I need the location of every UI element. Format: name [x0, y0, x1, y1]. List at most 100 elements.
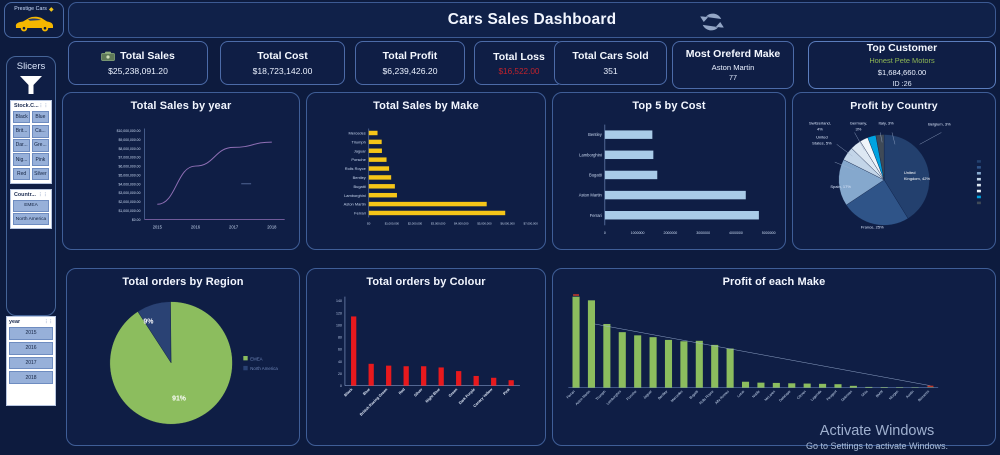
- kpi-most-ordered-make-count: 77: [729, 73, 737, 83]
- slicer-country[interactable]: Countr... ⋮⋮ EMEA North America: [10, 189, 52, 229]
- bar: [803, 383, 811, 388]
- kpi-total-profit[interactable]: Total Profit $6,239,426.20: [355, 41, 465, 85]
- pie-slice[interactable]: [875, 134, 885, 180]
- slicer-year[interactable]: year ⋮⋮ 2015 2016 2017 2018: [6, 316, 56, 406]
- slicer-chip-nig[interactable]: Nig...: [13, 153, 31, 167]
- slicer-stock-colour[interactable]: Stock.C... ⋮⋮ Black Blue Brit... Ca... D…: [10, 100, 52, 185]
- bar: [880, 387, 888, 388]
- bar: [695, 340, 703, 388]
- kpi-total-cost[interactable]: Total Cost $18,723,142.00: [220, 41, 345, 85]
- y-tick: $2,000,000.00: [119, 200, 141, 204]
- x-tick: Bugatti: [689, 389, 700, 400]
- pie-slice[interactable]: [883, 134, 930, 219]
- slicer-chip-dar[interactable]: Dar...: [13, 139, 31, 152]
- x-tick: Triumph: [595, 389, 607, 401]
- chart-profit-by-country[interactable]: Profit by Country United Kingdom, 42% Fran…: [792, 92, 996, 250]
- kpi-total-cars-sold-title: Total Cars Sold: [572, 50, 649, 62]
- chart-total-sales-by-make[interactable]: Total Sales by Make Mercedes Triumph Jagua…: [306, 92, 546, 250]
- bar: [603, 323, 611, 388]
- kpi-total-sales-title: Total Sales: [120, 50, 175, 62]
- pie-label: Italy, 3%: [879, 121, 895, 126]
- slicer-chip-2017[interactable]: 2017: [9, 356, 53, 370]
- slicer-options-icon[interactable]: ⋮⋮: [44, 319, 53, 324]
- chart-orders-by-colour[interactable]: Total orders by Colour 0 20 40 60 80 100 120 14…: [306, 268, 546, 446]
- slicer-chip-black[interactable]: Black: [13, 110, 31, 124]
- kpi-total-cost-value: $18,723,142.00: [252, 66, 313, 76]
- kpi-most-ordered-make[interactable]: Most Oreferd Make Aston Martin 77: [672, 41, 794, 89]
- slicer-options-icon[interactable]: ⋮⋮: [38, 192, 48, 198]
- bar-label: Aston Martin: [579, 193, 603, 198]
- x-tick: Dark Purple: [458, 388, 476, 406]
- kpi-total-cars-sold[interactable]: Total Cars Sold 351: [554, 41, 667, 85]
- x-tick: Citroen: [796, 389, 807, 400]
- kpi-top-customer[interactable]: Top Customer Honest Pete Motors $1,684,6…: [808, 41, 996, 89]
- bar: [819, 383, 827, 388]
- funnel-icon[interactable]: [18, 74, 44, 96]
- marker: [573, 294, 580, 296]
- title-bar: Cars Sales Dashboard: [68, 2, 996, 38]
- bar: [368, 148, 382, 153]
- x-tick: 2017: [229, 224, 239, 229]
- bar-label: Bugatti: [589, 173, 602, 178]
- bar: [664, 339, 673, 388]
- legend-swatch: [243, 356, 248, 361]
- kpi-total-sales[interactable]: Total Sales $25,238,091.20: [68, 41, 208, 85]
- slicer-chip-red[interactable]: Red: [13, 167, 31, 181]
- x-tick: Canary Yellow: [473, 387, 494, 408]
- y-tick: $1,000,000.00: [119, 209, 141, 213]
- bar: [572, 296, 580, 388]
- pie-slice[interactable]: [86, 278, 256, 445]
- slicer-chip-emea[interactable]: EMEA: [13, 199, 49, 212]
- bar: [351, 316, 357, 386]
- bar: [741, 381, 750, 388]
- chart-total-sales-by-year[interactable]: Total Sales by year $0.00 $1,000,000.00 $2…: [62, 92, 300, 250]
- bar: [618, 332, 626, 388]
- slicer-chip-gre[interactable]: Gre...: [31, 139, 49, 152]
- x-tick: Ferrari: [566, 389, 576, 399]
- chart-top5-by-cost[interactable]: Top 5 by Cost Bentley Lamborghini Bugatti A…: [552, 92, 786, 250]
- bar: [438, 367, 444, 386]
- kpi-total-loss[interactable]: Total Loss $16,522.00: [474, 41, 564, 85]
- page-title: Cars Sales Dashboard: [447, 11, 617, 28]
- chart-profit-by-country-title: Profit by Country: [850, 100, 938, 112]
- kpi-total-loss-value: $16,522.00: [498, 66, 540, 76]
- x-tick: $5,000,000: [477, 221, 492, 225]
- slicer-chip-2016[interactable]: 2016: [9, 341, 53, 355]
- pie-slice[interactable]: [838, 159, 885, 206]
- slicer-chip-silver[interactable]: Silver: [31, 167, 49, 181]
- bar: [726, 348, 734, 388]
- refresh-icon[interactable]: [699, 9, 725, 35]
- slicer-chip-blue[interactable]: Blue: [31, 110, 49, 124]
- money-icon: [101, 51, 116, 61]
- chart-profit-of-each-make[interactable]: Profit of each Make Ferrari Aston Martin T…: [552, 268, 996, 446]
- slicer-chip-2015[interactable]: 2015: [9, 327, 53, 340]
- slicer-country-title: Countr...: [14, 192, 36, 199]
- bar: [473, 375, 479, 386]
- bar: [772, 382, 780, 388]
- bar: [604, 170, 658, 180]
- x-tick: 2015: [153, 224, 163, 229]
- kpi-total-profit-value: $6,239,426.20: [382, 66, 438, 76]
- bar-label: Bentley: [353, 175, 366, 180]
- chart-orders-by-region[interactable]: Total orders by Region 9% 91% EMEA North Am…: [66, 268, 300, 446]
- pie-slice[interactable]: [846, 179, 909, 226]
- slicer-chip-brit[interactable]: Brit...: [13, 124, 31, 138]
- slicer-year-title: year: [9, 319, 21, 325]
- bar: [834, 384, 842, 388]
- y-tick: 0: [340, 384, 342, 388]
- bar-label: Lamborghini: [579, 152, 602, 157]
- bar: [865, 386, 873, 388]
- app-logo[interactable]: Prestige Cars ◆: [4, 2, 64, 38]
- legend-swatch: [243, 365, 248, 371]
- bar-label: Jaguar: [354, 148, 367, 153]
- chart-total-sales-by-make-canvas: Mercedes Triumph Jaguar Porsche Rolls Royce B…: [344, 128, 538, 225]
- slicer-options-icon[interactable]: ⋮⋮: [38, 103, 49, 108]
- slicer-chip-ca[interactable]: Ca...: [31, 124, 49, 138]
- y-tick: $9,000,000.00: [119, 138, 141, 142]
- slicer-chip-pink[interactable]: Pink: [31, 153, 49, 167]
- y-tick: $4,000,000.00: [119, 182, 141, 186]
- slicer-chip-2018[interactable]: 2018: [9, 371, 53, 385]
- slicer-chip-north-america[interactable]: North America: [13, 213, 49, 225]
- pie-label: Germany,: [850, 121, 867, 126]
- bar: [604, 150, 654, 160]
